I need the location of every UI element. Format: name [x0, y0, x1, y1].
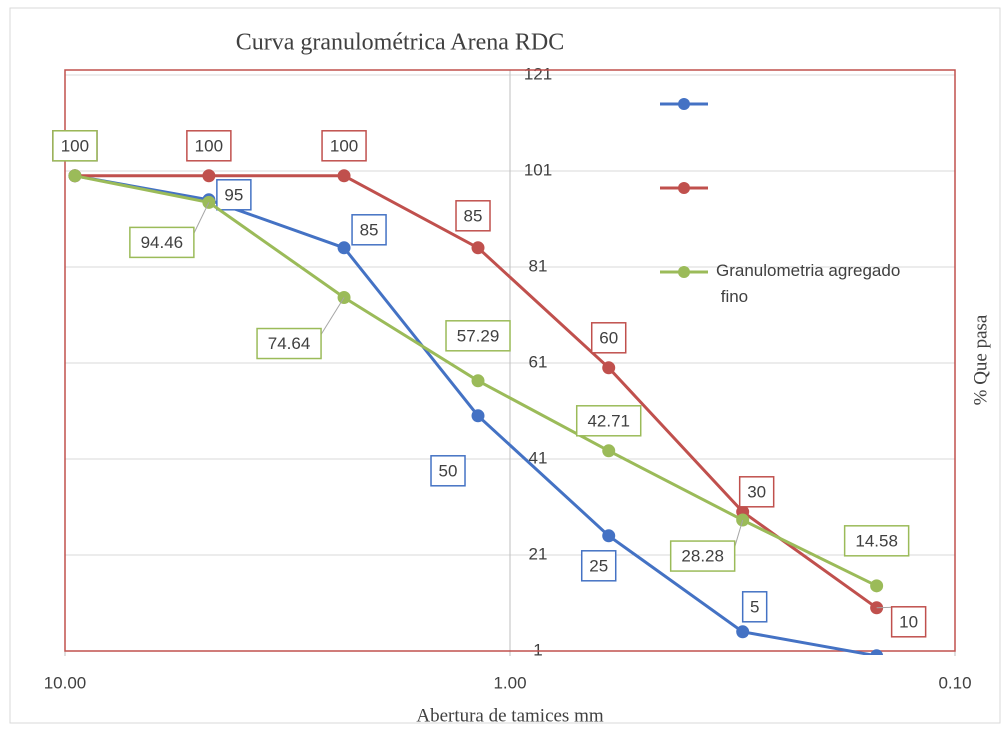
- data-label-box: [321, 130, 367, 162]
- data-label-box: [590, 322, 627, 354]
- data-label-box: [741, 591, 768, 623]
- y-tick-label: 21: [529, 544, 548, 563]
- marker: [471, 241, 485, 255]
- marker: [602, 361, 616, 375]
- y-tick-label: 41: [529, 448, 548, 467]
- data-label-box: [351, 214, 387, 246]
- chart-title: Curva granulométrica Arena RDC: [236, 30, 565, 56]
- chart-border: [9, 7, 1001, 724]
- x-axis-label: Abertura de tamices mm: [416, 705, 604, 726]
- data-label: 42.71: [587, 411, 630, 430]
- marker: [736, 625, 750, 639]
- marker: [870, 579, 884, 593]
- leader-line: [320, 297, 345, 335]
- data-label: 100: [61, 136, 89, 155]
- data-label-box: [843, 525, 910, 557]
- data-label-box: [575, 405, 642, 437]
- marker: [602, 444, 616, 458]
- data-label-box: [52, 130, 98, 162]
- marker: [471, 374, 485, 388]
- data-label: 30: [747, 482, 766, 501]
- x-tick-label: 0.10: [938, 673, 971, 692]
- data-label-box: [186, 130, 232, 162]
- y-tick-label: 121: [524, 64, 552, 83]
- data-label-box: [738, 476, 775, 508]
- x-tick-label: 1.00: [493, 673, 526, 692]
- y-tick-label: 61: [529, 352, 548, 371]
- data-label: 10: [899, 612, 918, 631]
- legend-marker: [678, 182, 690, 194]
- data-label: 100: [195, 136, 223, 155]
- marker: [870, 649, 884, 655]
- y-tick-label: 101: [524, 160, 552, 179]
- y-tick-label: 1: [533, 640, 542, 659]
- marker: [68, 169, 82, 183]
- data-label: 85: [464, 206, 483, 225]
- marker: [337, 169, 351, 183]
- marker: [471, 409, 485, 423]
- data-label-box: [129, 226, 195, 259]
- marker: [602, 529, 616, 543]
- data-label-box: [455, 200, 491, 232]
- data-label: 14.58: [855, 531, 898, 550]
- y-axis-label: % Que pasa: [970, 314, 991, 405]
- marker: [202, 169, 216, 183]
- marker: [337, 241, 351, 255]
- data-label-box: [890, 606, 927, 638]
- data-label: 100: [330, 136, 358, 155]
- data-label: 95: [224, 185, 243, 204]
- legend-marker: [678, 98, 690, 110]
- x-tick-label: 10.00: [44, 673, 87, 692]
- data-label: 94.46: [141, 233, 184, 252]
- leader-line: [734, 519, 744, 548]
- legend-marker: [678, 266, 690, 278]
- data-label: 28.28: [681, 547, 724, 566]
- leader-line: [193, 202, 210, 234]
- y-tick-label: 81: [529, 256, 548, 275]
- data-label-box: [580, 550, 617, 582]
- data-label: 5: [750, 597, 759, 616]
- data-label: 25: [589, 556, 608, 575]
- data-label: 85: [360, 220, 379, 239]
- data-label-box: [445, 320, 511, 352]
- data-label-box: [430, 455, 466, 487]
- data-label: 50: [439, 461, 458, 480]
- data-label: 57.29: [457, 326, 500, 345]
- plot-border: [64, 69, 956, 652]
- data-label: 74.64: [268, 334, 311, 353]
- data-label-box: [216, 179, 252, 211]
- data-label-box: [669, 540, 736, 572]
- legend-label: Granulometria agregado fino: [716, 261, 900, 306]
- data-label-box: [256, 327, 322, 360]
- data-label: 60: [599, 328, 618, 347]
